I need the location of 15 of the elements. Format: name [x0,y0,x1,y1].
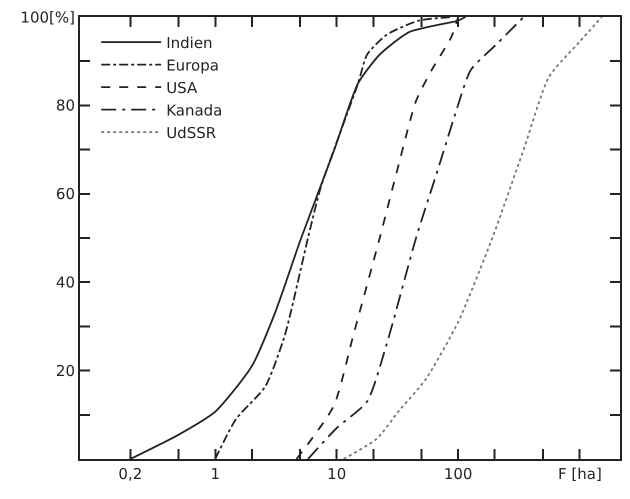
x-tick-label: 10 [327,465,346,483]
y-tick-label: 40 [56,273,75,292]
y-tick-label: 80 [56,96,75,115]
y-tick-label: 60 [56,185,75,204]
legend-label: Europa [166,56,219,74]
y-tick-label: 100[%] [20,8,75,26]
x-tick-label: 100 [444,465,472,483]
legend-label: Indien [166,34,213,52]
x-tick-label: 1 [210,465,220,483]
legend-label: Kanada [166,101,222,120]
legend-label: USA [166,78,198,97]
x-axis-title: F [ha] [558,465,602,483]
x-tick-label: 0,2 [118,465,142,483]
legend-label: UdSSR [166,124,216,142]
y-tick-label: 20 [56,362,75,380]
